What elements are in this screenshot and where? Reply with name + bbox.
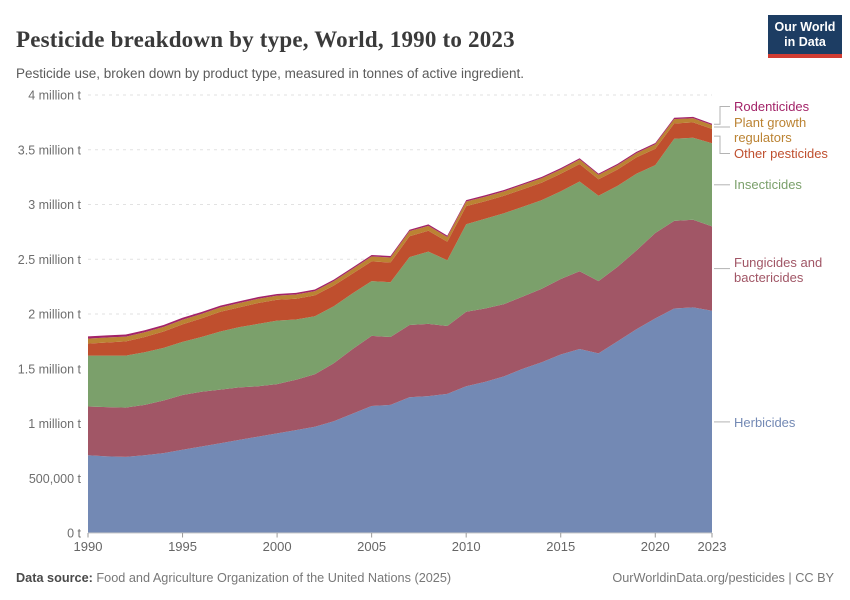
legend-item-insecticides[interactable]: Insecticides — [734, 177, 802, 192]
y-axis-tick-label: 1 million t — [28, 417, 81, 431]
x-axis-tick-label: 1990 — [74, 539, 103, 554]
x-axis-tick-label: 1995 — [168, 539, 197, 554]
owid-logo-line2: in Data — [784, 35, 826, 49]
chart-subtitle: Pesticide use, broken down by product ty… — [16, 65, 525, 81]
y-axis-tick-label: 3.5 million t — [18, 143, 82, 157]
legend-leader-line — [714, 135, 730, 154]
x-axis-tick-label: 2000 — [263, 539, 292, 554]
area-plant-growth-regulators[interactable] — [88, 118, 712, 344]
data-source-text: Food and Agriculture Organization of the… — [96, 571, 452, 585]
credit-link[interactable]: OurWorldinData.org/pesticides | CC BY — [612, 571, 834, 585]
y-axis-tick-label: 500,000 t — [29, 472, 82, 486]
y-axis-tick-label: 4 million t — [28, 89, 81, 103]
area-herbicides[interactable] — [88, 307, 712, 533]
data-source: Data source: Food and Agriculture Organi… — [16, 571, 451, 585]
y-axis-tick-label: 0 t — [67, 527, 81, 541]
y-axis-tick-label: 1.5 million t — [18, 362, 82, 376]
x-axis-tick-label: 2005 — [357, 539, 386, 554]
data-source-label: Data source: — [16, 571, 93, 585]
legend-item-rodenticides[interactable]: Rodenticides — [734, 99, 810, 114]
y-axis-tick-label: 2.5 million t — [18, 253, 82, 267]
owid-logo[interactable]: Our World in Data — [768, 15, 842, 58]
legend-item-fungicides[interactable]: Fungicides and bactericides — [734, 255, 823, 285]
page-title: Pesticide breakdown by type, World, 1990… — [16, 27, 515, 53]
owid-logo-line1: Our World — [774, 20, 836, 34]
x-axis-tick-label: 2020 — [641, 539, 670, 554]
y-axis-tick-label: 2 million t — [28, 308, 81, 322]
legend-item-other-pesticides[interactable]: Other pesticides — [734, 146, 828, 161]
y-axis-tick-label: 3 million t — [28, 198, 81, 212]
area-insecticides[interactable] — [88, 137, 712, 408]
x-axis-tick-label: 2010 — [452, 539, 481, 554]
legend-item-plant-growth-regulators[interactable]: Plant growth regulators — [734, 115, 807, 145]
area-fungicides-and-bactericides[interactable] — [88, 219, 712, 457]
x-axis-tick-label: 2023 — [698, 539, 727, 554]
legend-item-herbicides[interactable]: Herbicides — [734, 415, 796, 430]
legend-leader-line — [714, 106, 730, 125]
chart-footer: Data source: Food and Agriculture Organi… — [0, 571, 850, 585]
area-other-pesticides[interactable] — [88, 122, 712, 356]
x-axis-tick-label: 2015 — [546, 539, 575, 554]
